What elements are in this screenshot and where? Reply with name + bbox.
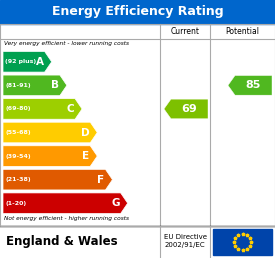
Polygon shape (3, 99, 82, 119)
Text: E: E (82, 151, 89, 161)
Text: F: F (97, 175, 104, 185)
Text: D: D (81, 127, 89, 138)
Polygon shape (3, 169, 112, 190)
Text: Very energy efficient - lower running costs: Very energy efficient - lower running co… (4, 41, 129, 46)
Text: (1-20): (1-20) (5, 201, 26, 206)
Text: (55-68): (55-68) (5, 130, 31, 135)
Text: B: B (51, 80, 59, 90)
Text: Energy Efficiency Rating: Energy Efficiency Rating (52, 5, 223, 19)
Bar (0, 24, 275, 226)
Text: Not energy efficient - higher running costs: Not energy efficient - higher running co… (4, 216, 129, 221)
Text: 69: 69 (182, 104, 197, 114)
Bar (0, 0, 275, 24)
Text: C: C (67, 104, 74, 114)
Text: Current: Current (170, 27, 199, 36)
Text: (39-54): (39-54) (5, 154, 31, 159)
Polygon shape (164, 99, 208, 119)
Text: A: A (36, 57, 44, 67)
Polygon shape (3, 146, 97, 166)
Text: (81-91): (81-91) (5, 83, 31, 88)
Text: G: G (111, 198, 120, 208)
Text: (92 plus): (92 plus) (5, 59, 36, 64)
Text: England & Wales: England & Wales (6, 236, 118, 248)
Bar (213, 229, 272, 255)
Polygon shape (3, 122, 97, 143)
Polygon shape (3, 52, 52, 72)
Text: (69-80): (69-80) (5, 107, 31, 111)
Text: 85: 85 (246, 80, 261, 90)
Text: (21-38): (21-38) (5, 177, 31, 182)
Text: EU Directive
2002/91/EC: EU Directive 2002/91/EC (164, 234, 207, 248)
Polygon shape (3, 75, 67, 96)
Text: Potential: Potential (226, 27, 260, 36)
Polygon shape (228, 76, 272, 95)
Polygon shape (3, 193, 128, 214)
